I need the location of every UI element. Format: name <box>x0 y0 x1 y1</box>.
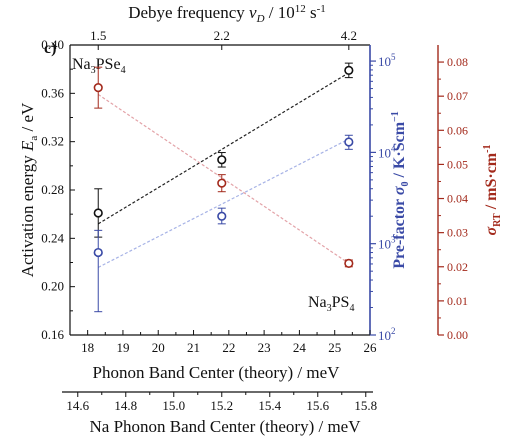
sigma-rt-point <box>217 178 227 188</box>
y-right-sigma-rt-tick-label: 0.07 <box>447 89 468 103</box>
top-axis-title: Debye frequency vD / 1012 s-1 <box>128 3 326 25</box>
x-axis-2-tick-label: 15.4 <box>258 398 281 413</box>
y-right-sigma-rt-tick-label: 0.08 <box>447 55 468 69</box>
x-axis-2-tick-label: 14.8 <box>114 398 137 413</box>
y-left-tick-label: 0.20 <box>41 279 64 294</box>
y-left-tick-label: 0.32 <box>41 134 64 149</box>
prefactor-point <box>344 137 354 147</box>
x-axis-2-tick-label: 15.8 <box>354 398 377 413</box>
x-axis-2-tick-label: 14.6 <box>66 398 89 413</box>
x-tick-label: 20 <box>152 340 165 355</box>
y-left-tick-label: 0.24 <box>41 230 64 245</box>
sigma-rt-fit-line <box>97 93 350 264</box>
y-right-sigma-rt-tick-label: 0.06 <box>447 123 468 137</box>
activation-energy-point <box>344 65 354 75</box>
y-left-tick-label: 0.16 <box>41 327 64 342</box>
panel-label: c) <box>44 40 56 57</box>
plot-layer: 18 19 20 21 22 23 24 25 26 1.5 2.2 4.2 0.16 0.20 0.24 0… <box>41 28 468 413</box>
top-tick-label: 2.2 <box>214 28 230 43</box>
prefactor-point <box>93 247 103 258</box>
activation-energy-fit-line <box>97 72 350 225</box>
y-right-sigma-rt-tick-label: 0.05 <box>447 157 468 171</box>
y-right-prefactor-tick-label: 102 <box>378 326 396 343</box>
x-tick-label: 25 <box>328 340 341 355</box>
y-right-sigma-rt-tick-label: 0.04 <box>447 192 468 206</box>
top-tick-label: 4.2 <box>341 28 357 43</box>
x-axis-2-tick-label: 15.0 <box>162 398 185 413</box>
y-left-tick-label: 0.28 <box>41 182 64 197</box>
prefactor-fit-line <box>97 138 350 268</box>
y-right-sigma-rt-tick-label: 0.01 <box>447 294 468 308</box>
y-right-prefactor-tick-label: 104 <box>378 143 396 160</box>
x-axis-title: Phonon Band Center (theory) / meV <box>93 363 341 382</box>
label-na3ps4: Na3PS4 <box>308 294 354 314</box>
y-right-sigma-rt-title: σRT / mS·cm-1 <box>482 145 503 236</box>
y-right-prefactor-tick-label: 105 <box>378 52 396 69</box>
activation-energy-point <box>93 208 103 218</box>
y-left-axis-title: Activation energy Ea / eV <box>18 102 40 277</box>
top-tick-label: 1.5 <box>90 28 106 43</box>
x-axis-2-tick-label: 15.6 <box>306 398 329 413</box>
prefactor-point <box>217 211 227 221</box>
sigma-rt-point <box>93 83 103 93</box>
x-tick-label: 23 <box>258 340 271 355</box>
x-axis-2-title: Na Phonon Band Center (theory) / meV <box>90 417 362 436</box>
x-tick-label: 21 <box>187 340 200 355</box>
y-right-sigma-rt-tick-label: 0.02 <box>447 260 468 274</box>
label-na3pse4: Na3PSe4 <box>72 56 126 76</box>
x-tick-label: 22 <box>222 340 235 355</box>
y-left-tick-label: 0.40 <box>41 37 64 52</box>
sigma-rt-point <box>344 258 354 268</box>
x-tick-label: 26 <box>364 340 378 355</box>
y-right-sigma-rt-tick-label: 0.03 <box>447 226 468 240</box>
y-left-tick-label: 0.36 <box>41 85 64 100</box>
y-right-prefactor-title: Pre-factor σ0 / K·Scm−1 <box>390 111 411 268</box>
y-right-prefactor-tick-label: 103 <box>378 235 396 252</box>
x-tick-label: 24 <box>293 340 307 355</box>
activation-energy-point <box>217 155 227 165</box>
y-right-sigma-rt-tick-label: 0.00 <box>447 328 468 342</box>
x-axis-2-tick-label: 15.2 <box>210 398 233 413</box>
x-tick-label: 18 <box>81 340 94 355</box>
x-tick-label: 19 <box>116 340 129 355</box>
